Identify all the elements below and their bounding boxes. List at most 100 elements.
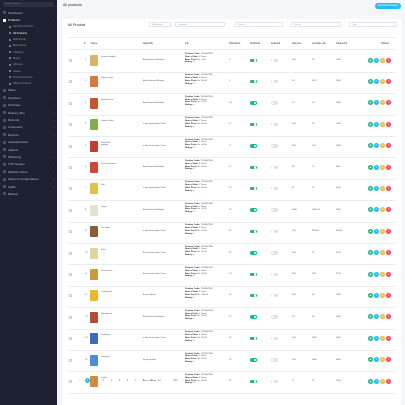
edit-icon[interactable]: ✎ bbox=[374, 378, 379, 384]
published-toggle[interactable] bbox=[250, 358, 257, 362]
edit-icon[interactable]: ✎ bbox=[374, 335, 379, 341]
published-toggle[interactable] bbox=[250, 293, 257, 298]
featured-toggle[interactable] bbox=[271, 272, 278, 277]
published-toggle[interactable] bbox=[250, 79, 257, 84]
sidebar-subitem[interactable]: Attribute bbox=[0, 62, 57, 68]
published-toggle[interactable] bbox=[250, 336, 257, 341]
row-checkbox[interactable] bbox=[69, 101, 72, 105]
page-button[interactable]: 5 bbox=[118, 379, 121, 382]
product-thumbnail[interactable] bbox=[90, 55, 98, 66]
row-checkbox[interactable] bbox=[69, 208, 72, 212]
duplicate-icon[interactable]: ⧉ bbox=[380, 57, 385, 63]
product-thumbnail[interactable] bbox=[90, 76, 98, 88]
sidebar-subitem[interactable]: Colors bbox=[0, 68, 57, 74]
bulk-action-select[interactable]: Bulk Action bbox=[149, 22, 171, 27]
product-thumbnail[interactable] bbox=[90, 311, 98, 323]
view-icon[interactable]: ◉ bbox=[368, 121, 373, 127]
product-thumbnail[interactable] bbox=[90, 333, 98, 345]
page-button[interactable]: 7 bbox=[134, 379, 137, 382]
featured-toggle[interactable] bbox=[271, 229, 278, 234]
duplicate-icon[interactable]: ⧉ bbox=[380, 271, 385, 277]
row-checkbox[interactable] bbox=[69, 123, 72, 127]
page-button[interactable]: 10 bbox=[158, 379, 161, 382]
view-icon[interactable]: ◉ bbox=[368, 271, 373, 277]
product-name-link[interactable]: Masala mix bbox=[101, 312, 113, 315]
delete-icon[interactable]: ✕ bbox=[386, 250, 391, 256]
published-toggle[interactable] bbox=[250, 208, 257, 212]
view-icon[interactable]: ◉ bbox=[368, 292, 373, 298]
row-checkbox[interactable] bbox=[69, 144, 72, 148]
sidebar-subitem[interactable]: Bulk Import bbox=[0, 36, 57, 42]
product-name-link[interactable]: Tea biscuits bbox=[101, 270, 113, 272]
sidebar-item[interactable]: Delivery Boy › bbox=[0, 109, 57, 116]
edit-icon[interactable]: ✎ bbox=[374, 185, 379, 191]
edit-icon[interactable]: ✎ bbox=[374, 100, 379, 106]
sidebar-subitem[interactable]: Brand bbox=[0, 55, 57, 61]
product-name-link[interactable]: Red chilli powder bbox=[101, 141, 110, 147]
featured-toggle[interactable] bbox=[271, 208, 278, 212]
duplicate-icon[interactable]: ⧉ bbox=[380, 250, 385, 256]
search-input[interactable]: Search bbox=[235, 22, 283, 27]
published-toggle[interactable] bbox=[250, 58, 257, 63]
row-checkbox[interactable] bbox=[69, 294, 72, 298]
featured-toggle[interactable] bbox=[271, 251, 278, 255]
sidebar-subitem[interactable]: Product Reviews bbox=[0, 74, 57, 80]
product-thumbnail[interactable] bbox=[90, 119, 98, 131]
delete-icon[interactable]: ✕ bbox=[386, 100, 391, 106]
featured-toggle[interactable] bbox=[271, 358, 278, 362]
view-icon[interactable]: ◉ bbox=[368, 185, 373, 191]
delete-icon[interactable]: ✕ bbox=[386, 357, 391, 363]
duplicate-icon[interactable]: ⧉ bbox=[380, 185, 385, 191]
edit-icon[interactable]: ✎ bbox=[374, 143, 379, 149]
page-button[interactable]: 9 bbox=[150, 379, 153, 382]
featured-toggle[interactable] bbox=[271, 58, 278, 63]
sidebar-item[interactable]: OTP System › bbox=[0, 161, 57, 168]
product-name-link[interactable]: Flour bbox=[101, 248, 106, 251]
delete-icon[interactable]: ✕ bbox=[386, 185, 391, 191]
delete-icon[interactable]: ✕ bbox=[386, 164, 391, 170]
edit-icon[interactable]: ✎ bbox=[374, 207, 379, 213]
featured-toggle[interactable] bbox=[271, 293, 278, 298]
product-name-link[interactable]: Salt bbox=[101, 184, 105, 187]
row-checkbox[interactable] bbox=[69, 187, 72, 191]
type-select[interactable]: Type bbox=[349, 22, 397, 27]
published-toggle[interactable] bbox=[250, 315, 257, 319]
edit-icon[interactable]: ✎ bbox=[374, 78, 379, 84]
product-name-link[interactable]: Potato chips bbox=[101, 77, 114, 80]
product-name-link[interactable]: Cooking oil bbox=[101, 291, 112, 294]
page-button[interactable]: 1 bbox=[85, 378, 90, 383]
duplicate-icon[interactable]: ⧉ bbox=[380, 121, 385, 127]
featured-toggle[interactable] bbox=[271, 122, 278, 127]
sidebar-subitem[interactable]: Add New Product bbox=[0, 24, 57, 30]
delete-icon[interactable]: ✕ bbox=[386, 378, 391, 384]
duplicate-icon[interactable]: ⧉ bbox=[380, 207, 385, 213]
page-button[interactable]: 240 bbox=[173, 379, 178, 382]
product-thumbnail[interactable] bbox=[90, 204, 98, 216]
sidebar-item[interactable]: Refunds › bbox=[0, 116, 57, 123]
delete-icon[interactable]: ✕ bbox=[386, 271, 391, 277]
published-toggle[interactable] bbox=[250, 251, 257, 255]
edit-icon[interactable]: ✎ bbox=[374, 57, 379, 63]
product-thumbnail[interactable] bbox=[90, 97, 98, 109]
featured-toggle[interactable] bbox=[271, 186, 278, 191]
sidebar-item[interactable]: Reports › bbox=[0, 131, 57, 138]
product-thumbnail[interactable] bbox=[90, 247, 98, 259]
product-thumbnail[interactable] bbox=[90, 140, 98, 152]
delete-icon[interactable]: ✕ bbox=[386, 78, 391, 84]
sidebar-item[interactable]: Customers › bbox=[0, 124, 57, 131]
duplicate-icon[interactable]: ⧉ bbox=[380, 228, 385, 234]
edit-icon[interactable]: ✎ bbox=[374, 164, 379, 170]
delete-icon[interactable]: ✕ bbox=[386, 314, 391, 320]
published-toggle[interactable] bbox=[250, 272, 257, 277]
category-select[interactable]: Category bbox=[175, 22, 225, 27]
delete-icon[interactable]: ✕ bbox=[386, 121, 391, 127]
product-thumbnail[interactable] bbox=[90, 354, 98, 366]
view-icon[interactable]: ◉ bbox=[368, 207, 373, 213]
published-toggle[interactable] bbox=[250, 165, 257, 170]
delete-icon[interactable]: ✕ bbox=[386, 335, 391, 341]
product-name-link[interactable]: Detergent bbox=[101, 334, 111, 337]
edit-icon[interactable]: ✎ bbox=[374, 250, 379, 256]
row-checkbox[interactable] bbox=[69, 337, 72, 341]
sidebar-item[interactable]: Products › bbox=[0, 16, 57, 23]
duplicate-icon[interactable]: ⧉ bbox=[380, 292, 385, 298]
